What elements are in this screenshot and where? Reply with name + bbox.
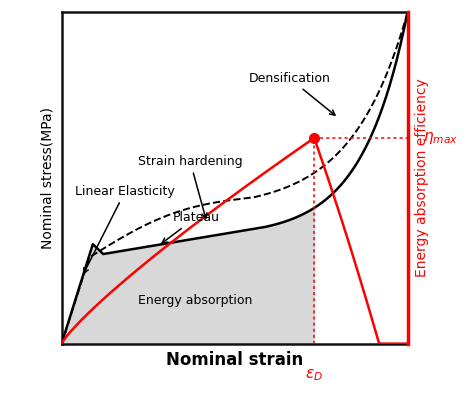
Text: Densification: Densification — [248, 72, 335, 115]
Y-axis label: Energy absorption efficiency: Energy absorption efficiency — [415, 78, 428, 277]
X-axis label: Nominal strain: Nominal strain — [166, 351, 303, 369]
Text: Energy absorption: Energy absorption — [138, 294, 252, 307]
Text: Plateau: Plateau — [162, 211, 219, 243]
Text: Linear Elasticity: Linear Elasticity — [75, 184, 175, 273]
Y-axis label: Nominal stress(MPa): Nominal stress(MPa) — [41, 107, 55, 249]
Text: Strain hardening: Strain hardening — [138, 155, 242, 218]
Text: $\varepsilon_D$: $\varepsilon_D$ — [305, 367, 323, 383]
Text: $\eta_{max}$: $\eta_{max}$ — [423, 130, 458, 146]
